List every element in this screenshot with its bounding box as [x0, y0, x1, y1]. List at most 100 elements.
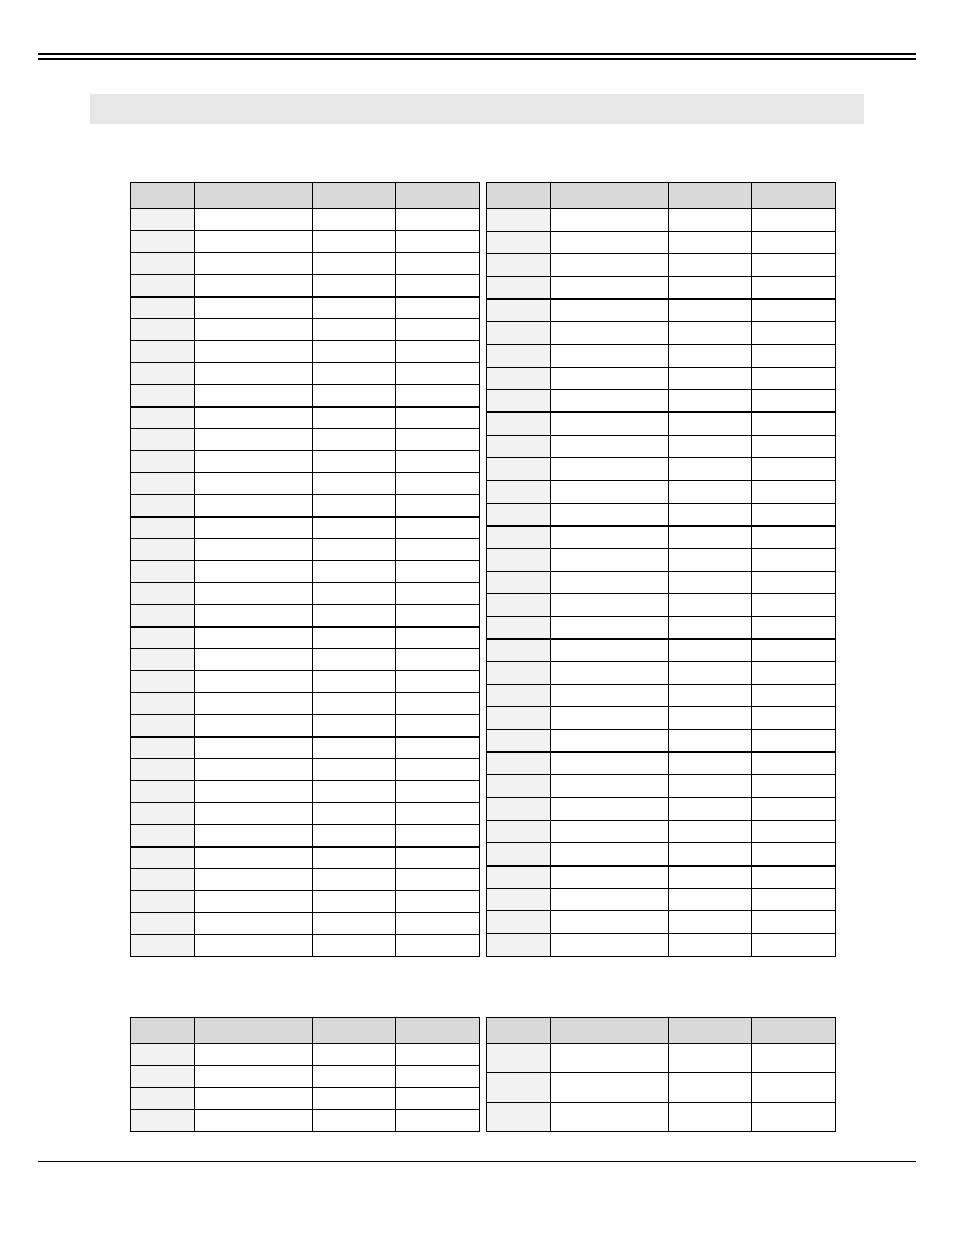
- table-row: [131, 473, 480, 495]
- data-cell: [312, 781, 396, 803]
- row-label-cell: [487, 322, 551, 345]
- row-label-cell: [131, 913, 195, 935]
- data-cell: [550, 390, 668, 413]
- data-cell: [668, 752, 752, 775]
- table-row: [131, 495, 480, 517]
- data-cell: [668, 843, 752, 866]
- data-cell: [550, 1102, 668, 1131]
- data-cell: [550, 344, 668, 367]
- data-cell: [752, 344, 836, 367]
- table-row: [487, 526, 836, 549]
- data-cell: [312, 209, 396, 231]
- row-label-cell: [131, 209, 195, 231]
- data-cell: [550, 684, 668, 707]
- data-cell: [752, 231, 836, 254]
- column-header: [550, 183, 668, 209]
- data-cell: [668, 344, 752, 367]
- data-cell: [312, 847, 396, 869]
- row-label-cell: [487, 480, 551, 503]
- data-cell: [668, 390, 752, 413]
- data-cell: [550, 843, 668, 866]
- data-cell: [194, 913, 312, 935]
- data-cell: [668, 548, 752, 571]
- row-label-cell: [131, 1088, 195, 1110]
- table-row: [487, 888, 836, 911]
- data-cell: [550, 209, 668, 232]
- row-label-cell: [487, 571, 551, 594]
- table-row: [131, 1088, 480, 1110]
- data-cell: [550, 480, 668, 503]
- row-label-cell: [131, 737, 195, 759]
- row-label-cell: [131, 275, 195, 297]
- data-cell: [550, 548, 668, 571]
- data-cell: [550, 299, 668, 322]
- data-cell: [194, 539, 312, 561]
- table-row: [487, 299, 836, 322]
- data-cell: [194, 1044, 312, 1066]
- data-cell: [550, 820, 668, 843]
- row-label-cell: [131, 1044, 195, 1066]
- data-cell: [312, 495, 396, 517]
- table-row: [487, 752, 836, 775]
- data-cell: [194, 825, 312, 847]
- data-cell: [194, 715, 312, 737]
- column-header: [668, 183, 752, 209]
- data-cell: [194, 429, 312, 451]
- table-row: [131, 583, 480, 605]
- data-cell: [312, 275, 396, 297]
- table-row: [487, 254, 836, 277]
- row-label-cell: [131, 407, 195, 429]
- column-header: [487, 1018, 551, 1044]
- data-cell: [396, 319, 480, 341]
- row-label-cell: [487, 254, 551, 277]
- bottom-right-table: [486, 1017, 836, 1132]
- bottom-tables-row: [130, 1017, 836, 1132]
- data-cell: [312, 1110, 396, 1132]
- row-label-cell: [131, 363, 195, 385]
- data-cell: [752, 866, 836, 889]
- data-cell: [668, 299, 752, 322]
- data-cell: [396, 935, 480, 957]
- column-header: [194, 1018, 312, 1044]
- data-cell: [752, 254, 836, 277]
- data-cell: [396, 715, 480, 737]
- data-cell: [312, 891, 396, 913]
- data-cell: [396, 693, 480, 715]
- data-cell: [396, 1066, 480, 1088]
- table-row: [487, 571, 836, 594]
- table-row: [487, 322, 836, 345]
- data-cell: [396, 869, 480, 891]
- data-cell: [194, 1088, 312, 1110]
- data-cell: [550, 798, 668, 821]
- row-label-cell: [131, 385, 195, 407]
- data-cell: [668, 639, 752, 662]
- data-cell: [396, 341, 480, 363]
- data-cell: [194, 605, 312, 627]
- table-row: [131, 693, 480, 715]
- table-row: [487, 616, 836, 639]
- data-cell: [668, 707, 752, 730]
- data-cell: [752, 775, 836, 798]
- data-cell: [194, 385, 312, 407]
- data-cell: [752, 526, 836, 549]
- table-row: [487, 730, 836, 753]
- data-cell: [752, 843, 836, 866]
- row-label-cell: [131, 539, 195, 561]
- row-label-cell: [487, 843, 551, 866]
- data-cell: [194, 451, 312, 473]
- row-label-cell: [487, 662, 551, 685]
- data-cell: [312, 363, 396, 385]
- row-label-cell: [131, 341, 195, 363]
- data-cell: [668, 730, 752, 753]
- row-label-cell: [131, 715, 195, 737]
- column-header: [312, 183, 396, 209]
- data-cell: [396, 385, 480, 407]
- column-header: [550, 1018, 668, 1044]
- data-cell: [668, 458, 752, 481]
- table-row: [487, 367, 836, 390]
- column-header: [668, 1018, 752, 1044]
- data-cell: [396, 671, 480, 693]
- data-cell: [752, 458, 836, 481]
- data-cell: [550, 752, 668, 775]
- data-cell: [668, 322, 752, 345]
